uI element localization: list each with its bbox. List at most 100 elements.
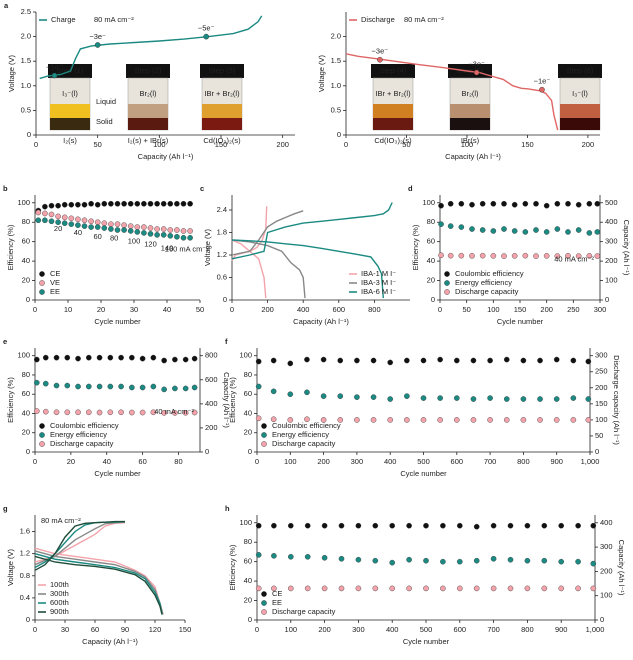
y-tick-label: 0.4 xyxy=(20,593,30,602)
data-point xyxy=(406,522,412,529)
data-point xyxy=(470,357,477,364)
inset-label: I₃⁻(l) xyxy=(572,89,588,98)
data-point xyxy=(501,226,507,232)
x-tick-label: 300 xyxy=(351,457,364,466)
x-axis-label: Capacity (Ah l⁻¹) xyxy=(82,637,138,646)
data-point xyxy=(42,380,49,387)
y2-tick-label: 200 xyxy=(205,423,218,432)
data-point xyxy=(174,200,180,207)
legend-swatch xyxy=(261,609,267,615)
data-point xyxy=(470,396,477,402)
data-point xyxy=(437,417,443,423)
data-point xyxy=(154,226,160,232)
annotation: −3e⁻ xyxy=(89,32,106,41)
y-tick-label: 2.0 xyxy=(331,32,341,41)
data-point xyxy=(511,228,518,234)
series-line xyxy=(231,202,393,299)
y-tick-label: 80 xyxy=(244,370,252,379)
y-tick-label: 0.8 xyxy=(20,571,30,580)
data-point xyxy=(147,200,154,207)
data-point xyxy=(458,200,465,207)
data-point xyxy=(338,555,345,562)
x-tick-label: 150 xyxy=(521,140,534,149)
data-point xyxy=(48,218,55,225)
y2-tick-label: 200 xyxy=(605,256,618,265)
inset-label: Solid xyxy=(96,117,113,126)
data-point xyxy=(447,252,454,259)
annotation-dot xyxy=(51,72,58,79)
legend-label: Energy efficiency xyxy=(455,278,512,287)
legend-label: IBA-1 M I⁻ xyxy=(361,269,396,278)
data-point xyxy=(139,355,146,362)
data-point xyxy=(118,409,124,416)
data-point xyxy=(139,409,146,416)
y-tick-label: 60 xyxy=(22,389,30,398)
x-tick-label: 200 xyxy=(582,140,595,149)
panel-letter: b xyxy=(3,184,8,193)
x-tick-label: 20 xyxy=(97,305,105,314)
data-point xyxy=(554,200,561,207)
y2-tick-label: 400 xyxy=(205,399,218,408)
data-point xyxy=(304,554,311,560)
data-point xyxy=(61,214,68,221)
data-point xyxy=(101,225,108,231)
data-point xyxy=(440,558,446,565)
data-point xyxy=(68,215,75,222)
data-point xyxy=(487,417,493,423)
data-point xyxy=(68,201,75,208)
x-axis-label: Capacity (Ah l⁻¹) xyxy=(445,152,501,161)
data-point xyxy=(520,417,527,423)
y-tick-label: 1.2 xyxy=(20,549,30,558)
data-point xyxy=(594,200,601,207)
data-point xyxy=(33,356,40,363)
data-point xyxy=(453,417,460,423)
data-point xyxy=(129,384,135,391)
y-tick-label: 20 xyxy=(427,276,435,285)
y2-tick-label: 250 xyxy=(595,367,608,376)
x-tick-label: 400 xyxy=(384,457,397,466)
data-point xyxy=(107,354,114,361)
data-point xyxy=(586,253,593,259)
data-point xyxy=(129,354,135,361)
data-point xyxy=(440,522,446,529)
panel-letter: h xyxy=(225,504,230,513)
data-point xyxy=(389,559,396,566)
data-point xyxy=(490,200,497,207)
x-tick-label: 50 xyxy=(196,305,204,314)
data-point xyxy=(406,585,412,592)
vial-liquid xyxy=(50,104,90,118)
y2-tick-label: 300 xyxy=(600,542,613,551)
y-tick-label: 0.6 xyxy=(217,272,227,281)
panel-letter: g xyxy=(3,504,8,513)
annotation: −3e⁻ xyxy=(372,47,389,56)
data-point xyxy=(191,384,198,391)
y-tick-label: 0 xyxy=(431,295,435,304)
data-point xyxy=(118,354,124,361)
legend-label: VE xyxy=(50,278,60,287)
x-tick-label: 10 xyxy=(64,305,72,314)
data-point xyxy=(503,356,510,363)
data-point xyxy=(141,230,147,236)
data-point xyxy=(64,409,71,416)
data-point xyxy=(118,383,124,390)
data-point xyxy=(575,201,582,208)
inset-step: Step (2) xyxy=(135,66,162,75)
legend-label: CE xyxy=(50,269,60,278)
data-point xyxy=(287,391,294,398)
x-tick-label: 0 xyxy=(34,140,38,149)
data-point xyxy=(406,556,412,563)
data-point xyxy=(304,522,311,529)
data-point xyxy=(438,252,444,259)
data-point xyxy=(520,396,527,402)
data-point xyxy=(42,210,48,217)
data-point xyxy=(161,410,167,416)
legend-label: Discharge xyxy=(361,15,395,24)
x-tick-label: 120 xyxy=(149,625,162,634)
data-point xyxy=(64,354,71,361)
x-tick-label: 100 xyxy=(153,140,166,149)
legend-label: Discharge capacity xyxy=(50,439,114,448)
legend-swatch xyxy=(39,441,45,447)
data-point xyxy=(141,224,147,230)
data-point xyxy=(320,356,327,363)
data-point xyxy=(543,202,550,209)
